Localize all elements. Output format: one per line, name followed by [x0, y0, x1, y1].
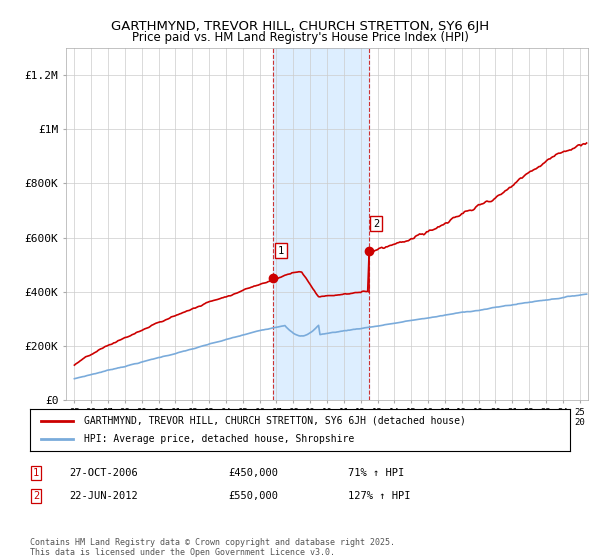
- Text: GARTHMYND, TREVOR HILL, CHURCH STRETTON, SY6 6JH (detached house): GARTHMYND, TREVOR HILL, CHURCH STRETTON,…: [84, 416, 466, 426]
- Text: £550,000: £550,000: [228, 491, 278, 501]
- Text: GARTHMYND, TREVOR HILL, CHURCH STRETTON, SY6 6JH: GARTHMYND, TREVOR HILL, CHURCH STRETTON,…: [111, 20, 489, 32]
- Text: 71% ↑ HPI: 71% ↑ HPI: [348, 468, 404, 478]
- Text: Contains HM Land Registry data © Crown copyright and database right 2025.
This d: Contains HM Land Registry data © Crown c…: [30, 538, 395, 557]
- Text: 22-JUN-2012: 22-JUN-2012: [69, 491, 138, 501]
- Text: 27-OCT-2006: 27-OCT-2006: [69, 468, 138, 478]
- Text: 127% ↑ HPI: 127% ↑ HPI: [348, 491, 410, 501]
- Text: £450,000: £450,000: [228, 468, 278, 478]
- Bar: [274, 48, 368, 400]
- Text: 1: 1: [278, 246, 284, 256]
- Text: 1: 1: [33, 468, 39, 478]
- Text: 2: 2: [33, 491, 39, 501]
- Text: Price paid vs. HM Land Registry's House Price Index (HPI): Price paid vs. HM Land Registry's House …: [131, 31, 469, 44]
- Text: 2: 2: [373, 219, 379, 228]
- Text: HPI: Average price, detached house, Shropshire: HPI: Average price, detached house, Shro…: [84, 434, 354, 444]
